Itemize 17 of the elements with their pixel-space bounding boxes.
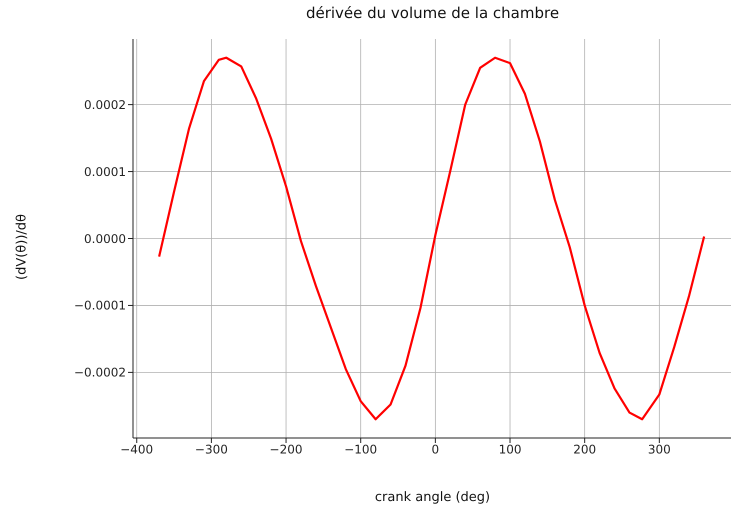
x-tick-label: 0 (432, 442, 440, 457)
y-axis-title: (dV(θ))/dθ (14, 214, 30, 280)
x-axis-title: crank angle (deg) (374, 490, 492, 505)
x-tick-label: 300 (648, 442, 671, 457)
y-tick-label: −0.0001 (74, 298, 126, 313)
chart-title: dérivée du volume de la chambre (304, 4, 560, 22)
x-tick-label: −200 (270, 442, 303, 457)
x-tick-label: −400 (120, 442, 154, 457)
y-tick-label: 0.0001 (84, 164, 126, 179)
y-tick-label: −0.0002 (74, 366, 126, 380)
x-tick-label: 100 (498, 442, 522, 457)
x-tick-label: −300 (194, 442, 228, 457)
y-tick-label: 0.0000 (84, 232, 126, 246)
x-tick-label: 200 (573, 442, 596, 457)
y-tick-label: 0.0002 (84, 98, 126, 112)
line-series (158, 56, 706, 420)
x-tick-label: −100 (344, 442, 378, 457)
